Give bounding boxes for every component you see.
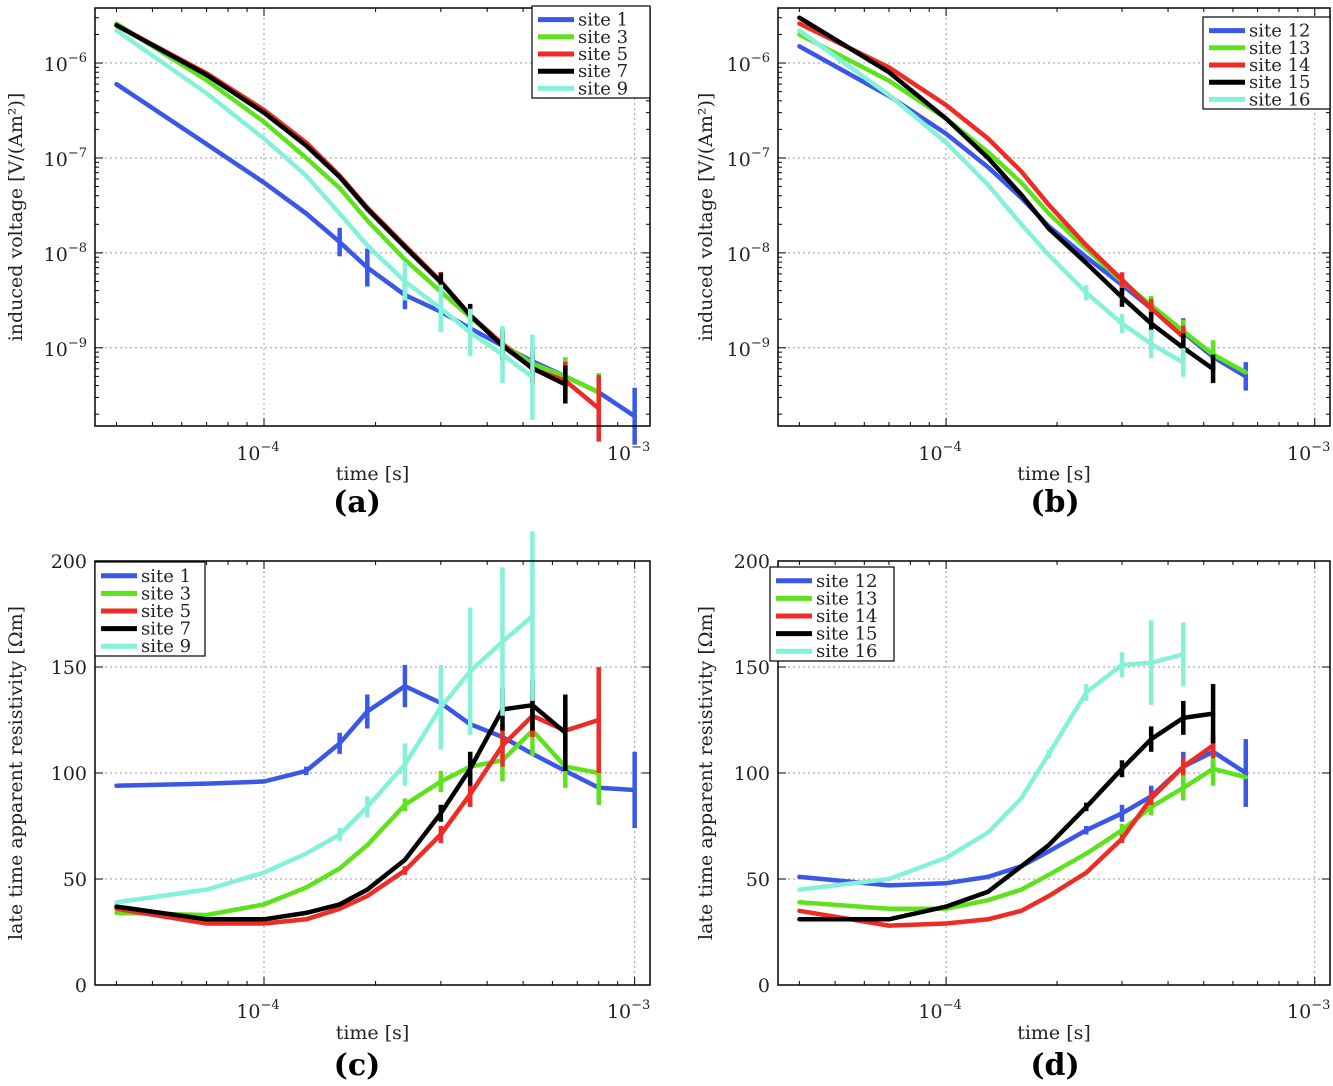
axes-frame (94, 7, 651, 427)
legend-label: site 16 (1249, 89, 1311, 110)
legend-label: site 12 (1249, 21, 1311, 42)
series-line (114, 702, 568, 922)
axes-frame (777, 560, 1331, 986)
series-line (114, 683, 637, 793)
legend-label: site 3 (578, 27, 628, 48)
legend-label: site 3 (141, 583, 191, 604)
panel-label: (b) (1030, 485, 1079, 520)
x-tick-label: 10−4 (236, 440, 279, 465)
x-tick-label: 10−3 (607, 998, 650, 1023)
panel-label: (d) (1030, 1048, 1079, 1083)
y-axis-label: late time apparent resistivity [Ωm] (5, 606, 27, 940)
legend-label: site 14 (1249, 55, 1311, 76)
y-tick-label: 150 (51, 657, 87, 679)
y-tick-label: 10−6 (727, 51, 770, 76)
axes-frame (94, 560, 651, 986)
y-axis-label: late time apparent resistivity [Ωm] (695, 606, 717, 940)
y-tick-label: 10−7 (727, 146, 770, 171)
y-tick-label: 10−6 (44, 51, 87, 76)
series-line (797, 652, 1186, 892)
series-line (797, 21, 1186, 340)
chart-panel-a: 10−4 10−3 10−9 10−8 10−7 10−6 time [s] induced … (5, 5, 651, 520)
chart-panel-c: 10−4 10−3 0 50 100 150 200 time [s] late time ap… (5, 531, 651, 1083)
y-tick-label: 0 (758, 975, 770, 997)
x-axis-label: time [s] (1017, 1022, 1091, 1044)
y-tick-label: 0 (75, 975, 87, 997)
y-tick-label: 100 (51, 763, 87, 785)
legend-label: site 12 (816, 571, 878, 592)
y-tick-label: 10−8 (44, 241, 87, 266)
legend-label: site 15 (1249, 72, 1311, 93)
series-site-16 (797, 28, 1186, 377)
y-tick-label: 150 (734, 657, 770, 679)
y-tick-label: 10−9 (44, 336, 87, 361)
legend-label: site 16 (816, 641, 878, 662)
x-tick-label: 10−4 (918, 440, 961, 465)
series-site-16 (797, 620, 1186, 892)
panel-label: (c) (334, 1048, 381, 1083)
legend-label: site 1 (578, 10, 628, 31)
y-tick-label: 10−9 (727, 336, 770, 361)
legend-label: site 13 (1249, 38, 1311, 59)
y-tick-label: 100 (734, 763, 770, 785)
series-site-9 (114, 28, 535, 420)
y-axis-label: induced voltage [V/(Am²)] (695, 93, 717, 342)
y-axis-label: induced voltage [V/(Am²)] (5, 93, 27, 342)
y-tick-label: 200 (51, 551, 87, 573)
x-axis-label: time [s] (1017, 463, 1091, 485)
series-site-9 (114, 531, 535, 905)
x-tick-label: 10−3 (607, 440, 650, 465)
legend-label: site 9 (578, 78, 628, 99)
legend-label: site 15 (816, 624, 878, 645)
panel-label: (a) (333, 485, 381, 520)
x-axis-label: time [s] (336, 1022, 410, 1044)
x-tick-label: 10−3 (1287, 440, 1330, 465)
y-tick-label: 10−8 (727, 241, 770, 266)
y-tick-label: 50 (746, 869, 770, 891)
chart-panel-b: 10−4 10−3 10−9 10−8 10−7 10−6 time [s] induced … (695, 7, 1331, 520)
x-tick-label: 10−4 (918, 998, 961, 1023)
x-tick-label: 10−4 (236, 998, 279, 1023)
chart-panel-d: 10−4 10−3 0 50 100 150 200 time [s] late time ap… (695, 551, 1331, 1083)
y-tick-label: 10−7 (44, 146, 87, 171)
legend-label: site 14 (816, 606, 878, 627)
x-axis-label: time [s] (336, 463, 410, 485)
legend-label: site 7 (141, 619, 191, 640)
axes-frame (777, 7, 1331, 427)
y-tick-label: 50 (63, 869, 87, 891)
legend-label: site 5 (578, 44, 628, 65)
series-site-15 (797, 683, 1216, 922)
legend-label: site 7 (578, 61, 628, 82)
y-tick-label: 200 (734, 551, 770, 573)
series-line (797, 28, 1186, 365)
legend-label: site 9 (141, 636, 191, 657)
legend-label: site 5 (141, 601, 191, 622)
legend-label: site 1 (141, 566, 191, 587)
legend-label: site 13 (816, 588, 878, 609)
x-tick-label: 10−3 (1287, 998, 1330, 1023)
series-line (114, 23, 568, 387)
